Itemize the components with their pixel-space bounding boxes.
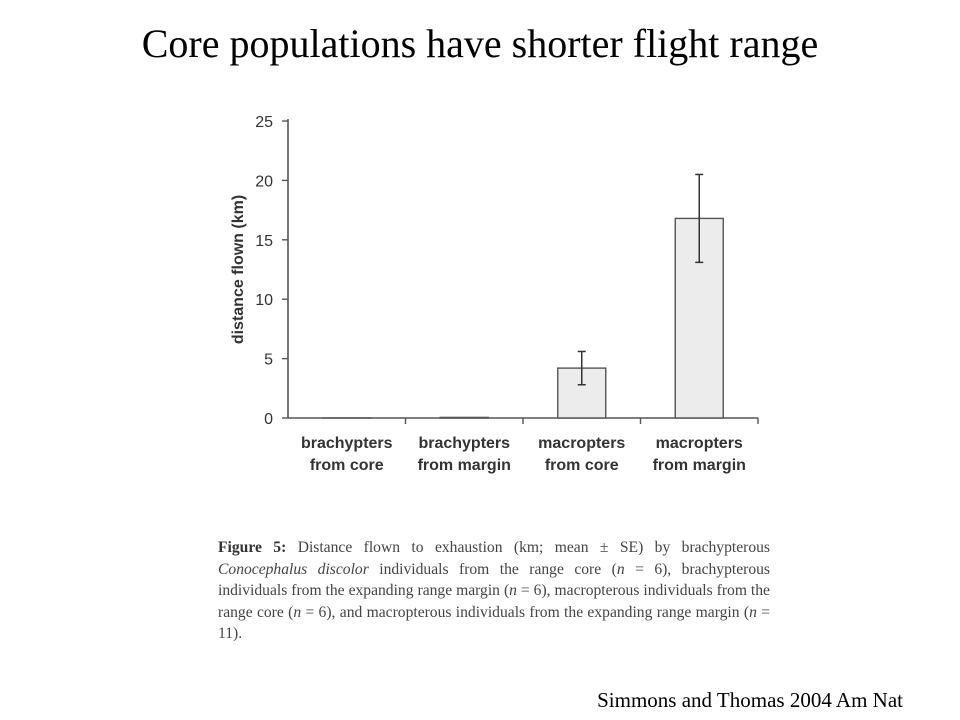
y-axis-label: distance flown (km) — [230, 195, 247, 344]
caption-n-2: n — [509, 582, 517, 600]
x-tick-label: from margin — [653, 457, 746, 474]
y-tick-label: 15 — [255, 233, 273, 250]
caption-text-6: = 11). — [218, 603, 770, 643]
caption-text-4: = 6), macropterous individuals from the … — [218, 582, 770, 621]
bar-chart: 0 5 10 15 20 25 distance flown (km) brachypters… — [230, 114, 759, 474]
caption-n-4: n — [749, 603, 757, 621]
caption-n-3: n — [293, 603, 302, 621]
slide-title: Core populations have shorter flight ran… — [141, 21, 819, 66]
figure-caption: Figure 5: Distance flown to exhaustion (… — [218, 537, 770, 645]
figure-label: Figure 5: — [218, 539, 287, 556]
x-tick-label: macropters — [538, 435, 625, 452]
y-tick-label: 0 — [264, 411, 273, 428]
caption-n-1: n — [616, 560, 625, 578]
x-tick-label: brachypters — [301, 435, 393, 452]
x-tick-label: from core — [310, 457, 384, 474]
x-tick-label: brachypters — [418, 435, 510, 452]
caption-text-3: = 6), brachypterous individuals from the… — [218, 560, 770, 600]
y-tick-label: 25 — [255, 114, 273, 131]
caption-text-5: = 6), and macropterous individuals from … — [305, 603, 750, 621]
y-tick-label: 20 — [255, 173, 273, 190]
citation: Simmons and Thomas 2004 Am Nat — [597, 688, 903, 712]
x-tick-label: macropters — [656, 435, 743, 452]
y-tick-label: 5 — [264, 352, 273, 369]
x-tick-label: from core — [545, 457, 619, 474]
caption-species: Conocephalus discolor — [218, 560, 369, 578]
x-tick-label: from margin — [418, 457, 511, 474]
caption-text-1: Distance flown to exhaustion (km; mean ±… — [297, 539, 770, 556]
caption-text-2: individuals from the range core ( — [379, 560, 617, 578]
bar — [439, 416, 489, 419]
y-tick-label: 10 — [255, 292, 273, 309]
